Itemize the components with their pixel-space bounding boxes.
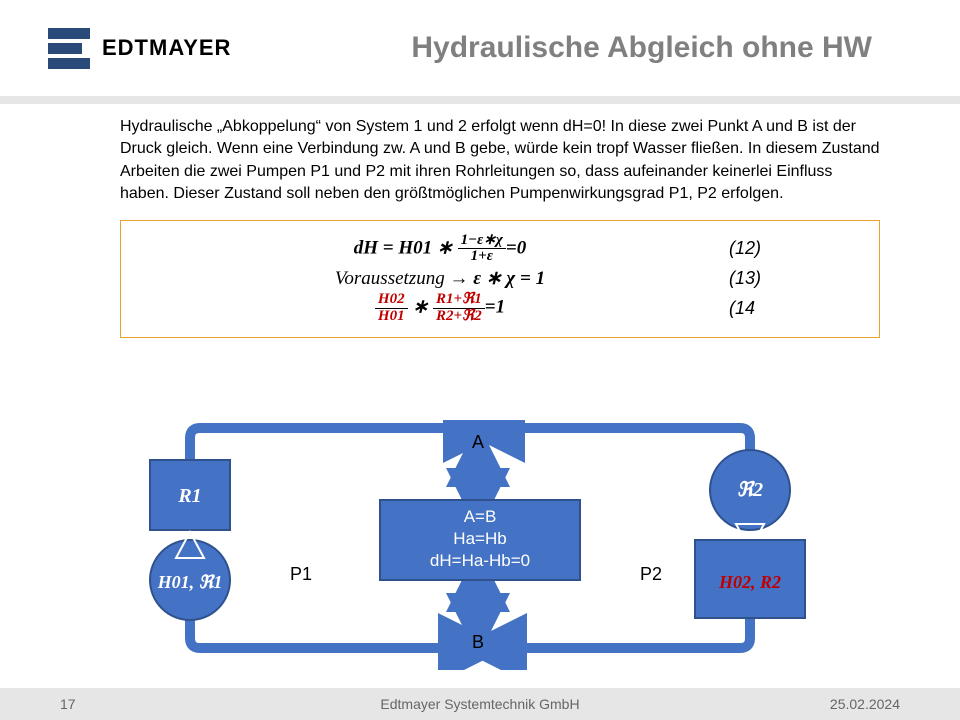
label-p1: P1 <box>290 564 312 584</box>
eq14-f2-num: R1+ℜ1 <box>433 292 485 309</box>
pipe-bottom-left <box>190 615 445 648</box>
label-rc2: ℜ2 <box>737 479 763 501</box>
footer-bar: 17 Edtmayer Systemtechnik GmbH 25.02.202… <box>0 688 960 720</box>
label-h02: H02, R2 <box>718 572 781 592</box>
equation-14: H02 H01 ∗ R1+ℜ1 R2+ℜ2 =1 (14 <box>151 292 849 325</box>
eq14-frac1: H02 H01 <box>375 292 408 325</box>
content-area: Hydraulische „Abkoppelung“ von System 1 … <box>0 104 960 338</box>
eq13-number: (13) <box>729 268 849 289</box>
center-line1: A=B <box>464 507 497 526</box>
label-h01: H01, ℜ1 <box>157 572 223 592</box>
eq14-tail: =1 <box>485 297 505 318</box>
eq12-tail: =0 <box>506 237 526 258</box>
header-divider <box>0 96 960 104</box>
equation-box: dH = H01 ∗ 1−ε∗χ 1+ε =0 (12) Voraussetzu… <box>120 220 880 338</box>
logo-bar-2 <box>48 43 82 54</box>
eq14-number: (14 <box>729 298 849 319</box>
eq14-f1-num: H02 <box>375 292 408 309</box>
pipe-bottom-right <box>520 615 750 648</box>
label-p2: P2 <box>640 564 662 584</box>
eq14-f1-den: H01 <box>375 309 408 325</box>
logo-bar-3 <box>48 58 90 69</box>
eq12-fraction: 1−ε∗χ 1+ε <box>458 233 506 266</box>
page-title: Hydraulische Abgleich ohne HW <box>411 31 912 65</box>
brand-logo: EDTMAYER <box>48 28 231 69</box>
pipe-top-right <box>518 428 750 460</box>
eq12-content: dH = H01 ∗ 1−ε∗χ 1+ε =0 <box>151 233 729 266</box>
hydraulic-diagram: R1 H01, ℜ1 ℜ2 H02, R2 A=B Ha=Hb dH=Ha-Hb… <box>110 420 850 670</box>
body-paragraph: Hydraulische „Abkoppelung“ von System 1 … <box>120 116 880 206</box>
eq13-bold: ε ∗ χ = 1 <box>473 268 545 289</box>
eq12-numerator: 1−ε∗χ <box>458 233 506 250</box>
pipe-top-left <box>190 428 450 460</box>
center-line3: dH=Ha-Hb=0 <box>430 551 530 570</box>
eq12-number: (12) <box>729 238 849 259</box>
equation-13: Voraussetzung → ε ∗ χ = 1 (13) <box>151 267 849 290</box>
footer-company: Edtmayer Systemtechnik GmbH <box>260 696 700 712</box>
diagram-svg: R1 H01, ℜ1 ℜ2 H02, R2 A=B Ha=Hb dH=Ha-Hb… <box>110 420 850 670</box>
eq12-lhs: dH = H01 <box>354 237 432 258</box>
eq13-pre: Voraussetzung → <box>335 268 473 289</box>
eq14-frac2: R1+ℜ1 R2+ℜ2 <box>433 292 485 325</box>
center-line2: Ha=Hb <box>453 529 506 548</box>
brand-name: EDTMAYER <box>102 35 231 61</box>
eq13-content: Voraussetzung → ε ∗ χ = 1 <box>151 267 729 290</box>
eq14-f2-den: R2+ℜ2 <box>433 309 485 325</box>
header-row: EDTMAYER Hydraulische Abgleich ohne HW <box>0 0 960 96</box>
eq14-content: H02 H01 ∗ R1+ℜ1 R2+ℜ2 =1 <box>151 292 729 325</box>
label-a: A <box>472 432 484 452</box>
footer-date: 25.02.2024 <box>700 696 900 712</box>
logo-bar-1 <box>48 28 90 39</box>
label-b: B <box>472 632 484 652</box>
eq12-denominator: 1+ε <box>458 249 506 265</box>
label-r1: R1 <box>177 485 201 507</box>
footer-page: 17 <box>60 696 260 712</box>
logo-bars <box>48 28 90 69</box>
equation-12: dH = H01 ∗ 1−ε∗χ 1+ε =0 (12) <box>151 233 849 266</box>
